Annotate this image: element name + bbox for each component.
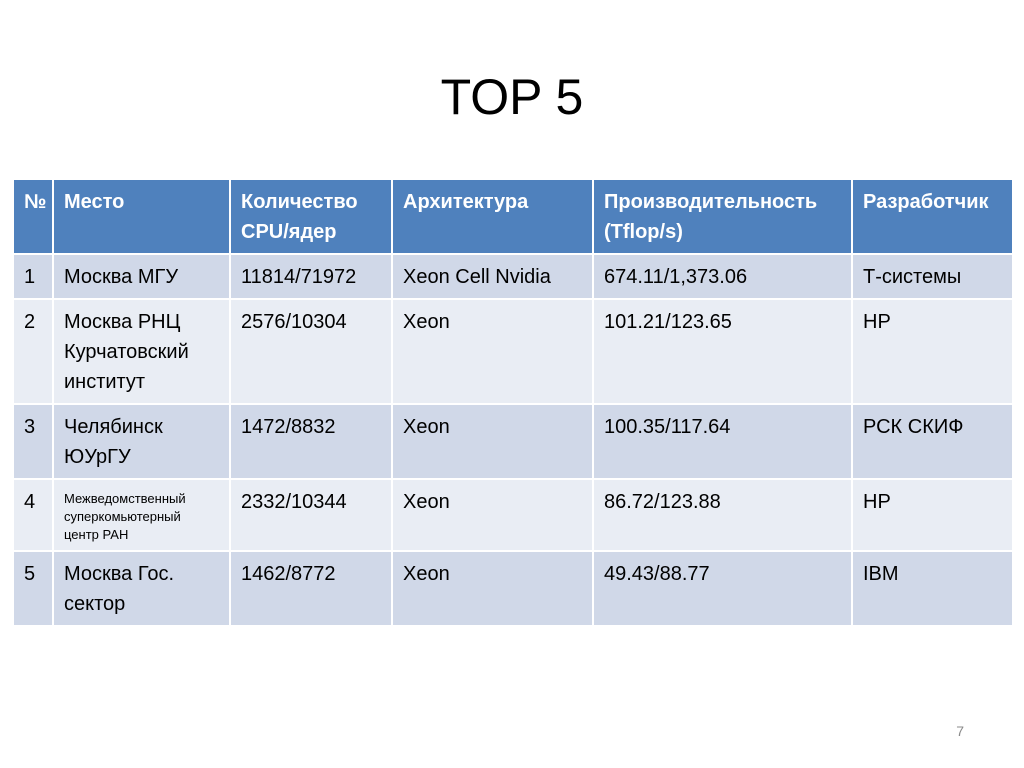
- cell-cpu-cores: 1472/8832: [229, 403, 393, 480]
- table-header-row: № Место Количество CPU/ядер Архитектура …: [12, 178, 1014, 255]
- table-row: 2 Москва РНЦ Курчатовский институт 2576/…: [12, 298, 1014, 405]
- cell-number: 4: [12, 478, 54, 552]
- cell-place: Челябинск ЮУрГУ: [52, 403, 231, 480]
- cell-developer: Т-системы: [851, 253, 1014, 300]
- cell-architecture: Xeon: [391, 478, 594, 552]
- cell-cpu-cores: 2576/10304: [229, 298, 393, 405]
- cell-number: 1: [12, 253, 54, 300]
- cell-performance: 86.72/123.88: [592, 478, 853, 552]
- table-row: 4 Межведомственный суперкомьютерный цент…: [12, 478, 1014, 552]
- cell-architecture: Xeon: [391, 550, 594, 627]
- cell-number: 2: [12, 298, 54, 405]
- header-cpu-cores: Количество CPU/ядер: [229, 178, 393, 255]
- cell-developer: HP: [851, 298, 1014, 405]
- cell-number: 5: [12, 550, 54, 627]
- header-performance: Производительность (Tflop/s): [592, 178, 853, 255]
- header-number: №: [12, 178, 54, 255]
- cell-developer: РСК СКИФ: [851, 403, 1014, 480]
- cell-developer: IBM: [851, 550, 1014, 627]
- top5-table: № Место Количество CPU/ядер Архитектура …: [12, 178, 1014, 627]
- header-developer: Разработчик: [851, 178, 1014, 255]
- header-place: Место: [52, 178, 231, 255]
- cell-architecture: Xeon: [391, 298, 594, 405]
- table-row: 5 Москва Гос. сектор 1462/8772 Xeon 49.4…: [12, 550, 1014, 627]
- cell-place: Межведомственный суперкомьютерный центр …: [52, 478, 231, 552]
- page-number: 7: [956, 723, 964, 739]
- cell-architecture: Xeon Cell Nvidia: [391, 253, 594, 300]
- cell-place: Москва МГУ: [52, 253, 231, 300]
- slide-title: TOP 5: [440, 69, 584, 125]
- cell-number: 3: [12, 403, 54, 480]
- cell-cpu-cores: 11814/71972: [229, 253, 393, 300]
- table-row: 3 Челябинск ЮУрГУ 1472/8832 Xeon 100.35/…: [12, 403, 1014, 480]
- cell-performance: 100.35/117.64: [592, 403, 853, 480]
- cell-cpu-cores: 1462/8772: [229, 550, 393, 627]
- header-architecture: Архитектура: [391, 178, 594, 255]
- cell-place: Москва Гос. сектор: [52, 550, 231, 627]
- cell-architecture: Xeon: [391, 403, 594, 480]
- cell-developer: HP: [851, 478, 1014, 552]
- cell-place: Москва РНЦ Курчатовский институт: [52, 298, 231, 405]
- cell-cpu-cores: 2332/10344: [229, 478, 393, 552]
- table-row: 1 Москва МГУ 11814/71972 Xeon Cell Nvidi…: [12, 253, 1014, 300]
- cell-performance: 101.21/123.65: [592, 298, 853, 405]
- cell-performance: 49.43/88.77: [592, 550, 853, 627]
- cell-performance: 674.11/1,373.06: [592, 253, 853, 300]
